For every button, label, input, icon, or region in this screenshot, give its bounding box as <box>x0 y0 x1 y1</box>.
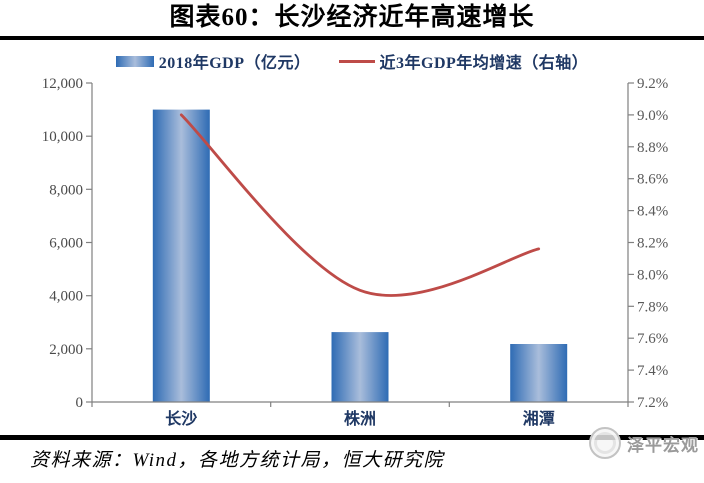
category-label: 长沙 <box>165 409 197 428</box>
growth-line <box>179 113 541 297</box>
axes <box>86 82 634 407</box>
gdp-bar <box>331 332 389 402</box>
left-axis-tick-label: 4,000 <box>49 289 83 305</box>
legend-item-growth: 近3年GDP年均增速（右轴） <box>338 49 589 73</box>
line-swatch-icon <box>338 59 375 63</box>
right-axis-tick-label: 8.6% <box>637 172 668 188</box>
watermark-text: 泽平宏观 <box>627 435 699 455</box>
category-label: 株洲 <box>344 409 376 428</box>
right-axis-tick-label: 9.0% <box>637 108 668 124</box>
footer-divider <box>0 435 704 440</box>
left-axis-tick-label: 12,000 <box>42 76 83 92</box>
watermark: 泽平宏观 <box>589 427 699 459</box>
left-axis-tick-label: 10,000 <box>42 129 83 145</box>
footer: 资料来源：Wind，各地方统计局，恒大研究院 泽平宏观 <box>0 427 704 472</box>
legend-label-gdp: 2018年GDP（亿元） <box>158 55 311 72</box>
gdp-bar <box>510 344 568 402</box>
left-axis-tick-label: 0 <box>76 395 84 411</box>
chart-legend: 2018年GDP（亿元） 近3年GDP年均增速（右轴） <box>0 49 704 73</box>
watermark-logo-icon <box>589 427 621 459</box>
right-axis-tick-label: 8.4% <box>637 204 668 220</box>
right-axis-tick-label: 8.2% <box>637 236 668 252</box>
right-axis-tick-label: 8.8% <box>637 140 668 156</box>
left-axis-tick-label: 2,000 <box>49 342 83 358</box>
chart-title: 图表60：长沙经济近年高速增长 <box>169 4 535 31</box>
right-axis-tick-label: 7.4% <box>637 363 668 379</box>
legend-item-gdp: 2018年GDP（亿元） <box>115 49 311 73</box>
left-axis-tick-label: 8,000 <box>49 182 83 198</box>
category-label: 湘潭 <box>523 409 555 428</box>
right-axis-tick-label: 9.2% <box>637 76 668 92</box>
right-axis-tick-label: 7.2% <box>637 395 668 411</box>
chart-plot: 0 2,000 4,000 6,000 8,000 10,000 12,000 7.2% 7.4… <box>42 76 669 428</box>
left-axis-tick-label: 6,000 <box>49 236 83 252</box>
right-axis-tick-label: 7.8% <box>637 299 668 315</box>
gdp-bar <box>152 109 210 402</box>
right-axis-tick-label: 8.0% <box>637 267 668 283</box>
legend-label-growth: 近3年GDP年均增速（右轴） <box>379 55 589 72</box>
title-divider <box>0 36 704 40</box>
bar-swatch-icon <box>115 55 154 67</box>
right-axis-tick-label: 7.6% <box>637 331 668 347</box>
source-note: 资料来源：Wind，各地方统计局，恒大研究院 <box>30 450 445 471</box>
